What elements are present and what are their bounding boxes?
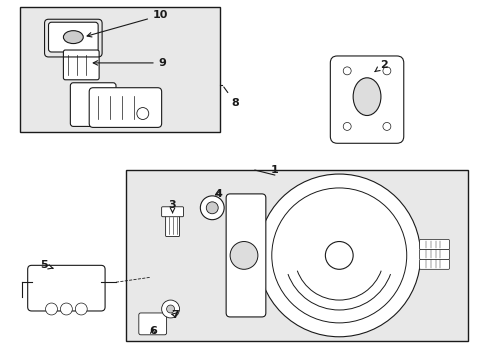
- FancyBboxPatch shape: [139, 313, 166, 335]
- Circle shape: [61, 303, 72, 315]
- Circle shape: [343, 67, 350, 75]
- FancyBboxPatch shape: [63, 50, 99, 80]
- Circle shape: [382, 122, 390, 130]
- Circle shape: [206, 202, 218, 214]
- FancyBboxPatch shape: [419, 260, 448, 269]
- Text: 10: 10: [87, 10, 168, 37]
- Bar: [126, 170, 468, 341]
- Circle shape: [343, 122, 350, 130]
- Circle shape: [166, 305, 174, 313]
- Ellipse shape: [352, 78, 380, 116]
- Bar: [20, 7, 220, 132]
- Text: 5: 5: [40, 260, 53, 270]
- Circle shape: [257, 174, 420, 337]
- Text: 9: 9: [93, 58, 166, 68]
- Circle shape: [45, 303, 57, 315]
- FancyBboxPatch shape: [48, 22, 98, 52]
- FancyBboxPatch shape: [419, 239, 448, 249]
- Text: 1: 1: [270, 165, 278, 175]
- FancyBboxPatch shape: [419, 249, 448, 260]
- Circle shape: [382, 67, 390, 75]
- Text: 7: 7: [171, 310, 179, 320]
- FancyBboxPatch shape: [89, 88, 162, 127]
- Circle shape: [75, 303, 87, 315]
- Text: 4: 4: [214, 189, 222, 199]
- FancyBboxPatch shape: [70, 83, 116, 126]
- FancyBboxPatch shape: [225, 194, 265, 317]
- Circle shape: [200, 196, 224, 220]
- Text: 2: 2: [374, 60, 387, 72]
- FancyBboxPatch shape: [162, 207, 183, 217]
- FancyBboxPatch shape: [28, 265, 105, 311]
- Text: 8: 8: [224, 87, 239, 108]
- Ellipse shape: [63, 31, 83, 44]
- FancyBboxPatch shape: [165, 213, 179, 237]
- Circle shape: [137, 108, 148, 120]
- Circle shape: [162, 300, 179, 318]
- Circle shape: [325, 242, 352, 269]
- Text: 3: 3: [168, 200, 176, 213]
- Circle shape: [230, 242, 257, 269]
- FancyBboxPatch shape: [330, 56, 403, 143]
- Text: 6: 6: [148, 326, 156, 336]
